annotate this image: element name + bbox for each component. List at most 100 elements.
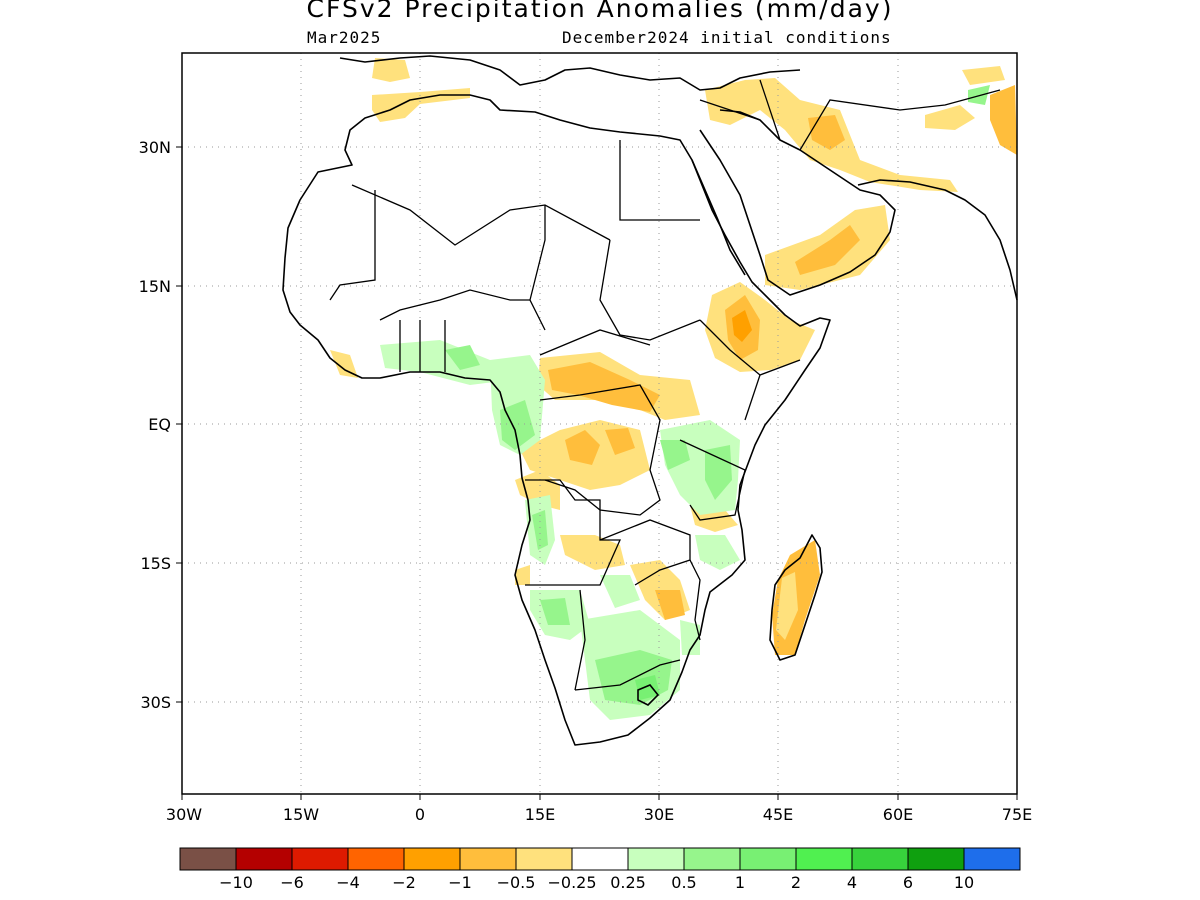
dry-patch-madagascar-light <box>776 572 798 640</box>
lon-label-0: 0 <box>415 805 425 824</box>
colorbar-swatch <box>907 847 965 871</box>
colorbar-swatch <box>179 847 237 871</box>
colorbar-label: 0.5 <box>671 873 696 892</box>
lon-label-60e: 60E <box>883 805 913 824</box>
colorbar-label: 6 <box>903 873 913 892</box>
wet-patch-india-north <box>968 85 990 105</box>
lon-label-75e: 75E <box>1002 805 1032 824</box>
dry-patch-morocco <box>372 58 410 82</box>
border-ghana <box>399 320 446 372</box>
border-mozambique <box>689 559 701 641</box>
border-algeria-sahel <box>351 184 611 246</box>
colorbar-label: 4 <box>847 873 857 892</box>
colorbar-swatch <box>515 847 573 871</box>
border-niger-chad <box>529 205 546 331</box>
wet-patch-ghana <box>445 345 480 370</box>
colorbar-swatch <box>235 847 293 871</box>
dry-patch-pakistan <box>925 105 975 130</box>
wet-patch-uganda <box>660 440 690 470</box>
wet-patch-angola-core <box>532 510 548 550</box>
colorbar-label: −4 <box>336 873 360 892</box>
lat-label-eq: EQ <box>148 415 171 434</box>
colorbar-label: −2 <box>392 873 416 892</box>
dry-patch-india-nw <box>990 85 1017 155</box>
colorbar-swatch <box>403 847 461 871</box>
border-sudan <box>599 239 701 341</box>
colorbar-swatch <box>795 847 853 871</box>
dry-patch-congo-core2 <box>605 428 635 455</box>
wet-patch-malawi <box>695 535 740 570</box>
dry-patch-ethiopia-peak <box>732 310 752 342</box>
wet-patch-zambia-south <box>600 575 640 608</box>
border-turkey-iran <box>699 79 1001 151</box>
border-somalia <box>744 374 761 421</box>
colorbar-label: −0.25 <box>547 873 596 892</box>
lat-label-15n: 15N <box>139 277 171 296</box>
colorbar-labels: −10 −6 −4 −2 −1 −0.5 −0.25 0.25 0.5 1 2 4 6 10 <box>219 873 974 892</box>
initial-conditions-label: December2024 initial conditions <box>562 28 892 47</box>
lon-label-15w: 15W <box>283 805 319 824</box>
border-west-africa <box>379 289 530 321</box>
border-chad-car <box>539 329 651 356</box>
border-ethiopia <box>699 319 801 376</box>
colorbar-label: 10 <box>954 873 974 892</box>
colorbar-label: 2 <box>791 873 801 892</box>
colorbar-swatch <box>851 847 909 871</box>
lat-label-30s: 30S <box>140 693 171 712</box>
longitude-labels: 30W 15W 0 15E 30E 45E 60E 75E <box>166 805 1032 824</box>
colorbar-label: 0.25 <box>610 873 646 892</box>
lon-label-30e: 30E <box>644 805 674 824</box>
dry-patch-liberia <box>330 350 358 378</box>
anomaly-shading <box>330 58 1017 720</box>
chart-title: CFSv2 Precipitation Anomalies (mm/day) <box>306 0 894 23</box>
wet-patch-cameroon-core <box>500 400 535 450</box>
dry-patch-congo-core <box>565 430 600 465</box>
border-zambia <box>599 519 691 586</box>
lon-label-30w: 30W <box>166 805 202 824</box>
colorbar-swatch <box>291 847 349 871</box>
country-borders <box>329 79 1001 691</box>
tick-marks <box>176 146 1018 800</box>
border-libya-egypt <box>619 140 700 221</box>
colorbar-label: 1 <box>735 873 745 892</box>
madagascar-coastline <box>769 534 823 661</box>
africa-coastline <box>282 94 831 746</box>
colorbar-label: −10 <box>219 873 253 892</box>
lat-label-30n: 30N <box>139 138 171 157</box>
colorbar-label: −0.5 <box>497 873 536 892</box>
europe-coastline <box>339 55 801 91</box>
dry-patch-yemen-core <box>795 225 860 275</box>
colorbar-swatch <box>963 847 1021 871</box>
dry-patch-angola <box>560 535 625 570</box>
coastlines <box>282 55 1018 746</box>
wet-patch-namibia-core <box>540 598 570 625</box>
dry-patch-namibia-coast <box>515 565 530 585</box>
colorbar-swatch <box>683 847 741 871</box>
wet-patch-mozambique-south <box>680 620 700 655</box>
dry-patch-car-core <box>548 362 660 412</box>
colorbar-label: −1 <box>448 873 472 892</box>
colorbar-swatch <box>347 847 405 871</box>
wet-patch-kenya-core <box>705 445 732 500</box>
colorbar-swatch <box>739 847 797 871</box>
arabia-coastline <box>699 109 896 296</box>
border-south-africa <box>574 659 681 691</box>
lon-label-45e: 45E <box>763 805 793 824</box>
dry-patch-mozambique <box>655 590 685 620</box>
border-angola <box>525 479 622 586</box>
asia-coastline <box>857 179 1018 301</box>
latitude-labels: 30N 15N EQ 15S 30S <box>139 138 171 712</box>
colorbar-swatch <box>459 847 517 871</box>
border-mali <box>329 190 376 301</box>
dry-patch-iran <box>808 115 845 150</box>
lesotho-outline <box>637 684 660 706</box>
dry-patch-kazakh <box>962 66 1005 85</box>
colorbar-swatches <box>179 847 1021 871</box>
colorbar-swatch <box>627 847 685 871</box>
valid-month-label: Mar2025 <box>307 28 382 47</box>
lon-label-15e: 15E <box>525 805 555 824</box>
colorbar-swatch <box>571 847 629 871</box>
lat-label-15s: 15S <box>140 554 171 573</box>
dry-patch-algeria-coast <box>372 88 470 122</box>
